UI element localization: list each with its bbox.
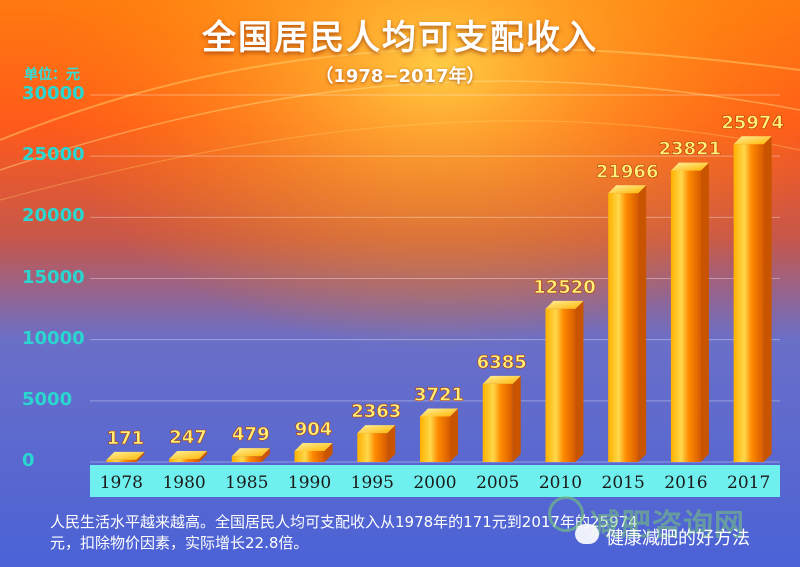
bar: [420, 408, 458, 462]
data-label: 171: [107, 428, 145, 449]
y-tick-label: 10000: [22, 327, 85, 349]
bar: [670, 162, 709, 462]
bar-front: [294, 450, 325, 462]
x-tick-label: 1990: [288, 473, 331, 493]
bar-side: [199, 450, 208, 462]
bar-side: [575, 300, 584, 462]
caption: 人民生活水平越来越高。全国居民人均可支配收入从1978年的171元到2017年的…: [50, 512, 770, 554]
bar-side: [450, 408, 458, 462]
bar-front: [106, 459, 137, 462]
bar-front: [545, 308, 576, 462]
bar-side: [763, 136, 772, 462]
bar-side: [700, 162, 709, 462]
bar-side: [261, 448, 270, 462]
bar-front: [670, 170, 701, 462]
bar: [294, 442, 333, 462]
x-tick-label: 1980: [162, 473, 205, 493]
data-label: 12520: [533, 277, 596, 298]
bar: [169, 450, 208, 462]
bar-top: [482, 375, 521, 384]
bar-top: [733, 136, 772, 145]
x-tick-label: 2005: [476, 473, 519, 493]
data-label: 479: [232, 424, 270, 445]
data-label: 247: [169, 427, 207, 448]
y-tick-label: 0: [22, 450, 35, 471]
chart-title: 全国居民人均可支配收入: [202, 18, 598, 58]
data-label: 2363: [351, 401, 401, 422]
brand-label: 健康减肥的好方法: [606, 528, 750, 549]
bar-front: [608, 193, 639, 462]
y-tick-label: 30000: [22, 83, 85, 104]
bar-top: [420, 408, 458, 417]
data-label: 25974: [721, 112, 784, 133]
bar-top: [545, 300, 584, 309]
data-label: 6385: [477, 352, 527, 373]
category-axis-band: [90, 465, 780, 497]
y-tick-label: 25000: [22, 144, 85, 166]
bar-front: [169, 458, 200, 462]
bar: [231, 448, 270, 462]
x-axis-labels: 1978 1980 1985 1990 1995 2000 2005 2010 2015 2016…: [100, 473, 771, 493]
data-label: 21966: [596, 161, 659, 182]
x-tick-label: 2010: [539, 473, 582, 493]
bar-front: [420, 416, 450, 462]
bar-side: [387, 425, 396, 462]
bar: [608, 185, 647, 462]
y-tick-label: 20000: [22, 205, 85, 227]
bar-top: [294, 442, 333, 451]
caption-line-1: 人民生活水平越来越高。全国居民人均可支配收入从1978年的171元到2017年的…: [50, 513, 638, 531]
bar-front: [231, 456, 262, 462]
bar-top: [357, 425, 396, 434]
bar-top: [169, 450, 208, 459]
watermark-logo-icon: [548, 496, 584, 532]
bar: [733, 136, 772, 462]
x-tick-label: 1995: [351, 473, 394, 493]
bar-top: [670, 162, 709, 171]
bar-top: [106, 451, 145, 460]
data-label: 904: [295, 419, 333, 440]
bar-side: [136, 451, 145, 462]
bar: [482, 375, 521, 462]
caption-line-2: 元，扣除物价因素，实际增长22.8倍。: [50, 534, 309, 552]
bar-side: [512, 375, 521, 462]
bar: [106, 451, 145, 462]
x-tick-label: 2015: [602, 473, 645, 493]
data-label: 23821: [659, 139, 722, 160]
bar-front: [482, 383, 513, 462]
bar-front: [733, 144, 764, 462]
chart-subtitle: （1978−2017年）: [315, 66, 485, 87]
bar-top: [608, 185, 647, 194]
x-tick-label: 1978: [100, 473, 143, 493]
wechat-icon: [575, 524, 599, 544]
data-label: 3721: [414, 384, 464, 405]
x-tick-label: 2016: [664, 473, 707, 493]
unit-label: 单位：元: [24, 67, 80, 83]
chart-bars: [106, 136, 772, 462]
x-tick-label: 2017: [727, 473, 770, 493]
bar-side: [324, 442, 333, 462]
bar-side: [638, 185, 647, 462]
y-tick-label: 5000: [22, 388, 73, 410]
bar: [357, 425, 396, 462]
watermark-text: 减肥咨询网: [590, 508, 745, 543]
x-tick-label: 1985: [225, 473, 268, 493]
x-tick-label: 2000: [413, 473, 456, 493]
chart-grid: [90, 94, 780, 463]
bar-top: [231, 448, 270, 457]
bar-front: [357, 433, 388, 462]
bar: [545, 300, 584, 462]
y-tick-label: 15000: [22, 266, 85, 288]
